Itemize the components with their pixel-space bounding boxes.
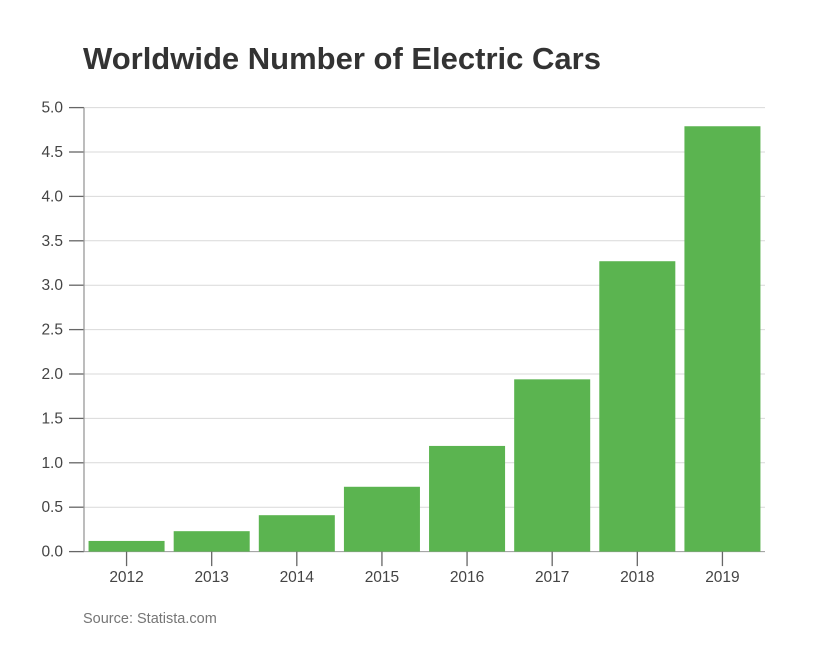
- svg-text:2015: 2015: [365, 569, 399, 586]
- svg-text:3.5: 3.5: [41, 233, 63, 250]
- svg-text:2012: 2012: [109, 569, 143, 586]
- svg-text:2014: 2014: [280, 569, 315, 586]
- svg-text:1.5: 1.5: [41, 410, 63, 427]
- svg-text:3.0: 3.0: [41, 277, 63, 294]
- svg-text:2.0: 2.0: [41, 366, 63, 383]
- svg-text:2.5: 2.5: [41, 322, 63, 339]
- svg-text:2017: 2017: [535, 569, 569, 586]
- svg-text:2013: 2013: [194, 569, 228, 586]
- svg-text:0.0: 0.0: [41, 544, 63, 561]
- svg-text:1.0: 1.0: [41, 455, 63, 472]
- svg-text:2016: 2016: [450, 569, 484, 586]
- svg-text:2018: 2018: [620, 569, 654, 586]
- svg-text:5.0: 5.0: [41, 100, 63, 117]
- svg-text:4.5: 4.5: [41, 144, 63, 161]
- svg-text:2019: 2019: [705, 569, 739, 586]
- svg-text:4.0: 4.0: [41, 188, 63, 205]
- svg-text:0.5: 0.5: [41, 499, 63, 516]
